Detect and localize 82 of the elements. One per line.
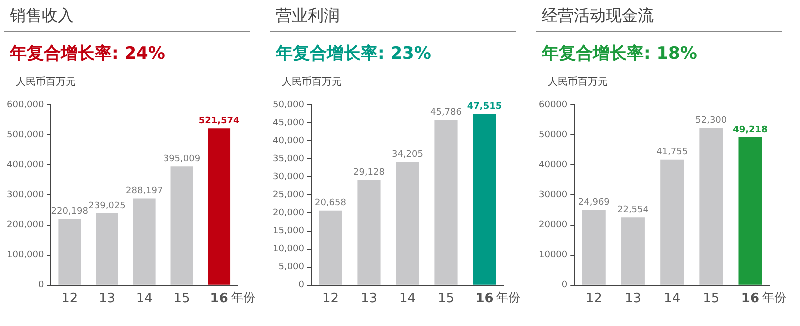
y-tick-label: 40,000 xyxy=(272,136,305,146)
data-label: 220,198 xyxy=(51,207,89,218)
bar xyxy=(170,166,194,285)
x-tick-label: 14 xyxy=(136,292,153,307)
x-tick-label: 12 xyxy=(62,292,78,307)
y-tick-label: 30,000 xyxy=(272,172,305,183)
y-tick-label: 0 xyxy=(298,280,305,291)
data-label: 34,205 xyxy=(392,150,424,160)
x-tick-label: 16 xyxy=(741,292,760,307)
x-axis-title: 年份 xyxy=(762,290,786,305)
bar xyxy=(434,120,458,285)
x-axis-title: 年份 xyxy=(496,290,521,305)
data-label: 395,009 xyxy=(163,154,201,164)
bar xyxy=(473,114,496,285)
chart-title: 营业利润 xyxy=(270,0,516,32)
y-tick-label: 60000 xyxy=(538,100,568,110)
x-tick-label: 12 xyxy=(586,292,602,307)
y-tick-label: 400,000 xyxy=(7,160,44,170)
chart-title: 销售收入 xyxy=(4,0,250,32)
data-label: 41,755 xyxy=(656,148,688,158)
bar xyxy=(700,128,724,285)
y-tick-label: 20000 xyxy=(538,220,568,231)
bar xyxy=(208,128,231,285)
y-tick-label: 15,000 xyxy=(272,226,305,237)
bar xyxy=(358,180,381,285)
y-axis-title: 人民币百万元 xyxy=(281,76,343,89)
x-tick-label: 16 xyxy=(210,292,228,307)
bar xyxy=(622,218,645,285)
y-tick-label: 500,000 xyxy=(7,130,44,140)
data-label: 52,300 xyxy=(696,116,728,126)
data-label: 47,515 xyxy=(467,102,502,112)
y-axis-title: 人民币百万元 xyxy=(15,76,77,89)
bar xyxy=(58,219,82,285)
data-label: 45,786 xyxy=(430,108,462,118)
data-label: 521,574 xyxy=(198,116,240,126)
y-tick-label: 50,000 xyxy=(272,100,305,110)
x-tick-label: 14 xyxy=(399,292,416,307)
data-label: 239,025 xyxy=(88,201,126,212)
y-tick-label: 50000 xyxy=(538,130,568,140)
bar xyxy=(133,198,156,285)
x-tick-label: 16 xyxy=(476,292,494,307)
data-label: 49,218 xyxy=(733,125,768,136)
y-axis-title: 人民币百万元 xyxy=(547,76,609,89)
x-tick-label: 15 xyxy=(174,292,190,307)
x-axis-title: 年份 xyxy=(231,290,256,305)
y-tick-label: 300,000 xyxy=(7,190,44,201)
y-tick-label: 10000 xyxy=(538,250,568,261)
x-tick-label: 13 xyxy=(98,292,116,307)
x-tick-label: 15 xyxy=(438,292,455,307)
bar xyxy=(396,162,420,285)
data-label: 22,554 xyxy=(617,205,650,216)
y-tick-label: 5,000 xyxy=(278,262,305,273)
bar xyxy=(582,210,606,285)
x-tick-label: 13 xyxy=(624,292,642,307)
y-tick-label: 25,000 xyxy=(272,190,305,201)
chart-subtitle: 年复合增长率: 24% xyxy=(8,43,166,65)
x-tick-label: 15 xyxy=(703,292,720,307)
data-label: 288,197 xyxy=(126,186,164,197)
chart-title: 经营活动现金流 xyxy=(536,0,782,32)
data-label: 24,969 xyxy=(578,198,610,208)
chart-subtitle: 年复合增长率: 18% xyxy=(540,43,698,65)
bar xyxy=(319,210,342,285)
y-tick-label: 10,000 xyxy=(272,244,305,255)
chart-subtitle: 年复合增长率: 23% xyxy=(274,43,432,65)
y-tick-label: 35,000 xyxy=(272,154,305,164)
x-tick-label: 14 xyxy=(664,292,681,307)
y-tick-label: 600,000 xyxy=(7,100,44,110)
y-tick-label: 45,000 xyxy=(272,118,305,128)
bar xyxy=(96,214,118,285)
x-tick-label: 12 xyxy=(322,292,340,307)
y-tick-label: 20,000 xyxy=(272,208,305,219)
y-tick-label: 30000 xyxy=(538,190,568,201)
data-label: 20,658 xyxy=(314,198,347,209)
y-tick-label: 40000 xyxy=(538,160,568,170)
data-label: 29,128 xyxy=(353,168,386,178)
y-tick-label: 0 xyxy=(38,280,44,291)
bar xyxy=(738,137,762,285)
y-tick-label: 200,000 xyxy=(7,220,44,231)
x-tick-label: 13 xyxy=(360,292,378,307)
y-tick-label: 0 xyxy=(562,280,568,291)
bar xyxy=(660,160,684,285)
y-tick-label: 100,000 xyxy=(7,250,44,261)
